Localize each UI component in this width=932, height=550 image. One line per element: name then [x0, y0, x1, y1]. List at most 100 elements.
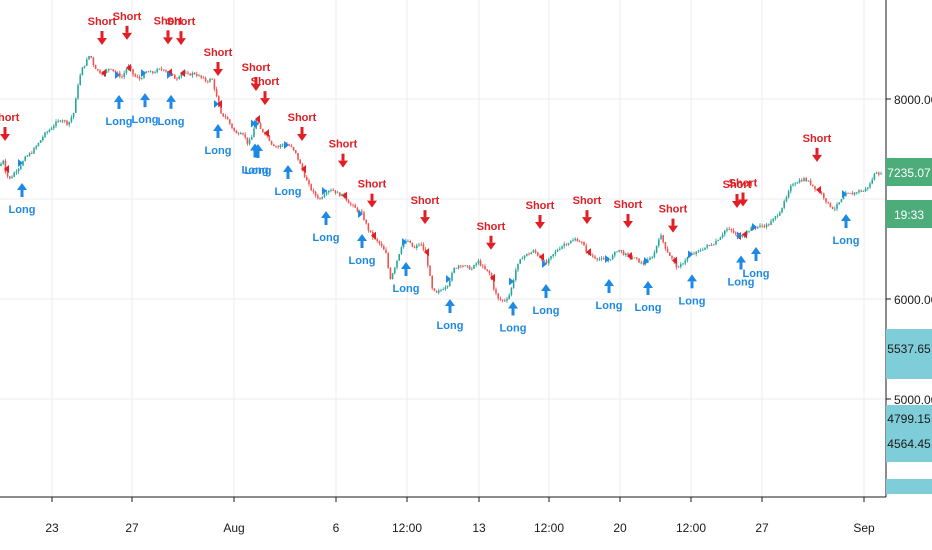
- long-arrow-head: [736, 255, 746, 263]
- short-arrow-head: [420, 217, 430, 225]
- candle-body: [312, 190, 315, 192]
- candle-body: [341, 193, 343, 197]
- long-signal-label: Long: [743, 268, 770, 280]
- short-entry-marker: [586, 248, 591, 257]
- candle-body: [466, 265, 469, 267]
- long-arrow-shaft: [286, 172, 290, 179]
- long-signal: Long: [679, 250, 705, 307]
- candle-body: [303, 170, 306, 177]
- candle-body: [147, 71, 150, 73]
- long-signal: Long: [132, 69, 158, 126]
- last-price-badge[interactable]: 7235.07 19:33: [886, 158, 932, 228]
- long-arrow-head: [841, 214, 851, 221]
- long-arrow-shaft: [646, 288, 650, 295]
- candle-body: [165, 70, 167, 72]
- candle-body: [867, 187, 869, 189]
- short-signal: Short: [329, 139, 358, 200]
- candle-body: [321, 197, 323, 199]
- scale-marker-badges[interactable]: 5537.65 4799.15 4564.45: [886, 329, 932, 494]
- short-arrow-shaft: [166, 30, 170, 38]
- candle-body: [479, 260, 482, 266]
- candle-body: [22, 160, 24, 166]
- candle-body: [121, 76, 123, 78]
- candle-body: [279, 144, 282, 147]
- candle-body: [512, 279, 515, 288]
- long-arrow-shaft: [404, 269, 408, 276]
- candle-body: [741, 236, 744, 238]
- candle-body: [310, 184, 312, 191]
- candle-body: [407, 240, 409, 242]
- short-entry-marker: [342, 191, 347, 200]
- candle-body: [119, 72, 121, 77]
- candle-body: [620, 249, 623, 252]
- short-arrow-head: [163, 37, 173, 45]
- long-arrow-head: [751, 247, 761, 254]
- short-signal: Short: [803, 133, 832, 194]
- candle-body: [592, 255, 594, 257]
- candle-body: [523, 255, 526, 259]
- short-arrow-head: [732, 201, 742, 208]
- long-signal-label: Long: [533, 305, 560, 317]
- candle-body: [875, 172, 878, 174]
- candle-body: [79, 75, 81, 86]
- candle-body: [136, 76, 139, 78]
- candle-body: [662, 235, 664, 243]
- candle-body: [660, 235, 662, 240]
- x-axis[interactable]: 23 27 Aug 6 12:00 13 12:00 20 12:00 27 S…: [45, 497, 875, 535]
- short-entry-marker: [539, 253, 544, 261]
- candle-body: [224, 116, 227, 118]
- long-arrow-shaft: [511, 308, 515, 316]
- candle-body: [831, 206, 834, 209]
- long-signal-label: Long: [596, 300, 623, 312]
- y-axis[interactable]: 8000.00 6000.00 5000.00: [886, 93, 932, 407]
- candle-body: [871, 179, 873, 184]
- candle-body: [554, 251, 557, 255]
- x-tick-label: 12:00: [392, 521, 422, 535]
- candle-body: [774, 216, 777, 219]
- candle-body: [776, 215, 779, 217]
- long-arrow-shaft: [754, 254, 758, 261]
- candle-body: [367, 223, 370, 231]
- short-arrow-shaft: [100, 31, 104, 38]
- candle-body: [627, 253, 629, 255]
- candle-body: [812, 184, 814, 187]
- long-signal: Long: [635, 257, 661, 314]
- short-signal-label: Short: [204, 47, 233, 59]
- candle-body: [488, 270, 491, 274]
- candle-body: [352, 204, 354, 206]
- candle-body: [842, 196, 845, 200]
- candle-body: [504, 300, 506, 302]
- short-arrow-shaft: [423, 210, 427, 218]
- short-signal: Short: [614, 199, 643, 260]
- candle-body: [242, 133, 244, 135]
- candle-body: [376, 239, 378, 242]
- short-arrow-head: [623, 221, 633, 228]
- candle-body: [46, 131, 48, 133]
- short-signal-label: Short: [154, 15, 183, 27]
- candle-body: [215, 89, 218, 97]
- candle-body: [77, 85, 79, 99]
- candle-body: [402, 243, 405, 248]
- candle-body: [519, 259, 521, 264]
- candle-body: [693, 253, 695, 255]
- candle-body: [860, 190, 862, 192]
- candle-body: [35, 146, 37, 149]
- candle-body: [396, 260, 398, 268]
- candle-body: [785, 197, 788, 202]
- candle-body: [378, 241, 381, 244]
- candle-body: [856, 192, 858, 194]
- candle-body: [442, 289, 444, 291]
- candle-body: [391, 273, 394, 280]
- candle-body: [880, 173, 882, 175]
- candle-body: [655, 245, 658, 253]
- candle-body: [156, 69, 158, 73]
- candle-body: [609, 259, 612, 261]
- short-arrow-head: [668, 225, 678, 233]
- long-signal: Long: [833, 190, 859, 247]
- long-signal: Long: [349, 210, 375, 267]
- candle-body: [94, 65, 97, 70]
- candle-body: [290, 145, 293, 148]
- candle-body: [495, 289, 497, 294]
